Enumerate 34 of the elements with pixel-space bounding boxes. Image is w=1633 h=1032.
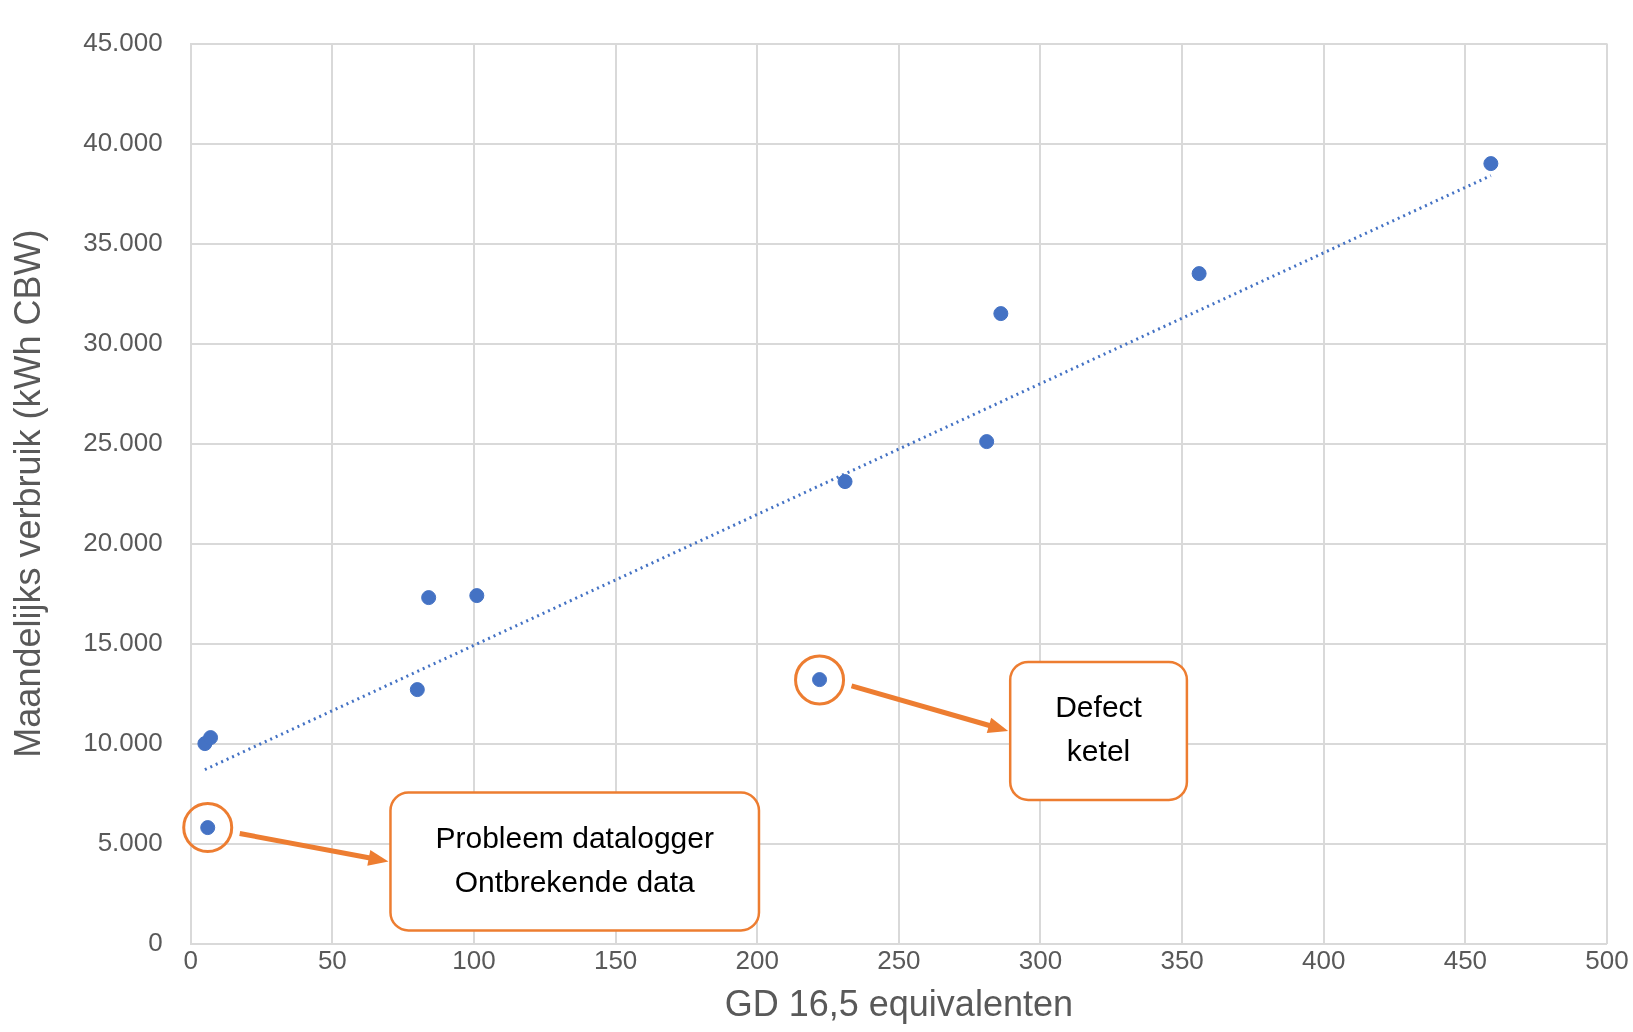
x-tick-label: 300 [1018, 945, 1063, 976]
x-tick-label: 350 [1160, 945, 1204, 976]
point [1191, 266, 1207, 282]
point [837, 474, 853, 490]
y-tick-label: 5.000 [97, 826, 163, 857]
point [421, 590, 437, 606]
x-axis-title: GD 16,5 equivalenten [724, 983, 1073, 1025]
y-tick-label: 20.000 [83, 526, 163, 557]
x-tick-label: 500 [1585, 945, 1629, 976]
annotation: Defect ketel [1055, 690, 1143, 768]
y-tick-label: 25.000 [83, 426, 163, 457]
x-tick-label: 200 [735, 945, 779, 976]
x-tick-label: 50 [317, 945, 347, 976]
point [993, 306, 1009, 322]
x-tick-label: 400 [1302, 945, 1346, 976]
y-axis-title: Maandelijks verbruik (kWh CBW) [6, 229, 48, 758]
point [409, 682, 425, 698]
point [979, 434, 995, 450]
x-tick-label: 150 [593, 945, 638, 976]
y-tick-label: 45.000 [83, 26, 163, 57]
x-tick-label: 100 [452, 945, 496, 976]
point [1483, 156, 1499, 172]
x-tick-label: 250 [877, 945, 921, 976]
y-tick-label: 40.000 [83, 126, 163, 157]
y-tick-label: 10.000 [83, 726, 163, 757]
point [203, 730, 219, 746]
x-tick-label: 450 [1443, 945, 1488, 976]
x-tick-label: 0 [183, 945, 198, 976]
y-tick-label: 35.000 [83, 226, 163, 257]
y-tick-label: 30.000 [83, 326, 163, 357]
y-tick-label: 15.000 [83, 626, 163, 657]
point [469, 588, 485, 604]
annotation: Probleem datalogger Ontbrekende data [435, 820, 714, 898]
y-tick-label: 0 [148, 926, 163, 957]
